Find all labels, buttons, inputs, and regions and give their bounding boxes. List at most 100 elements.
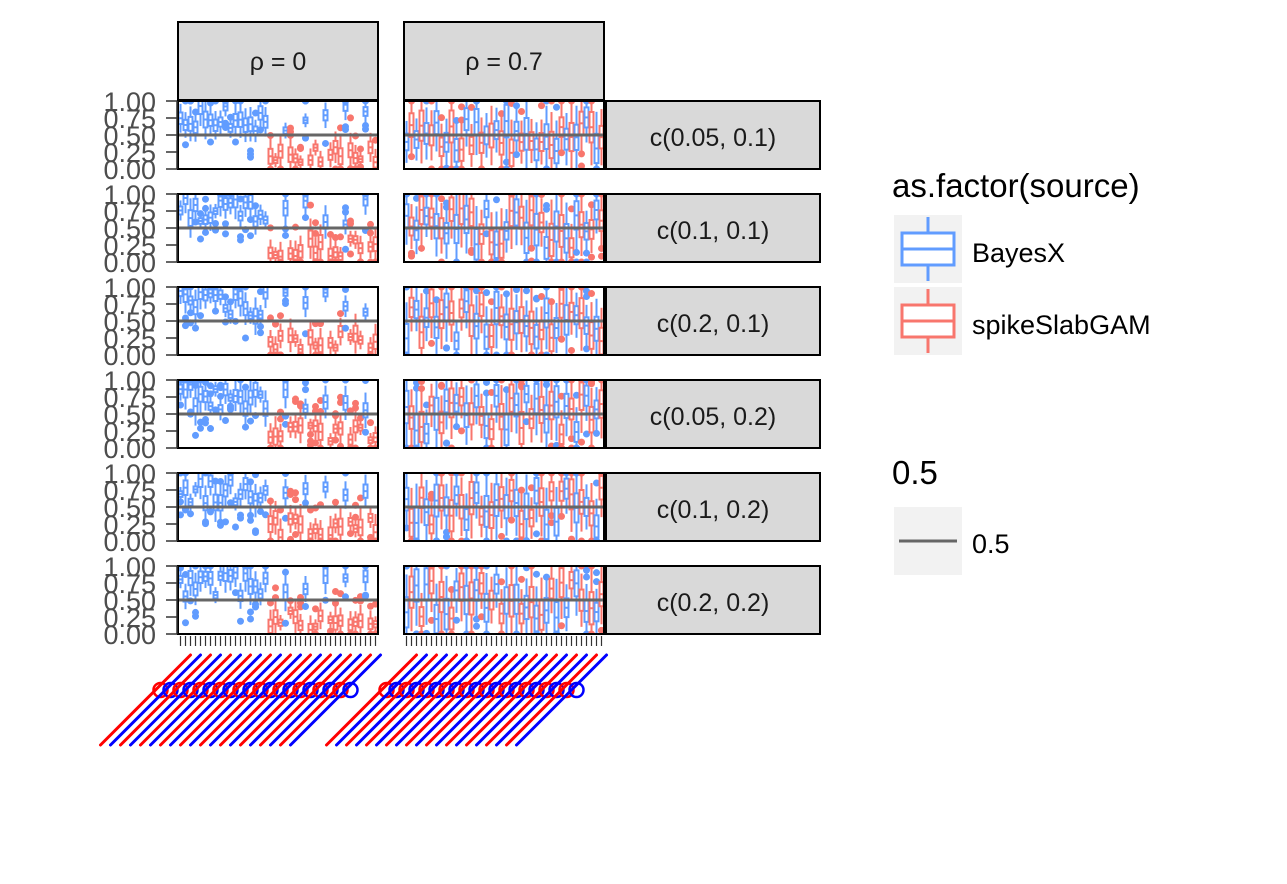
y-tick-label: 0.00 — [103, 155, 156, 185]
outlier-point — [302, 330, 309, 338]
outlier-point — [583, 345, 590, 353]
box-bayesx — [257, 386, 264, 403]
y-tick-label: 0.50 — [103, 586, 156, 616]
outlier-point — [317, 397, 324, 405]
y-axis-row-5: 0.000.250.500.751.00 — [103, 552, 178, 650]
box-spikeslabgam — [528, 484, 535, 539]
box-spikeslabgam — [317, 150, 324, 169]
outlier-point — [252, 600, 259, 608]
outlier-point — [428, 616, 435, 624]
x-tick-label-glyph — [99, 653, 192, 747]
box-bayesx — [433, 194, 440, 257]
outlier-point — [404, 524, 410, 532]
outlier-point — [207, 101, 214, 107]
box-bayesx — [197, 101, 204, 127]
outlier-point — [232, 523, 239, 531]
outlier-point — [493, 196, 500, 204]
y-tick-label: 0.25 — [103, 510, 156, 540]
legend-key-bayesx — [900, 217, 956, 281]
outlier-point — [528, 484, 535, 492]
panel-border — [177, 193, 379, 263]
outlier-point — [367, 229, 374, 237]
box-bayesx — [473, 287, 480, 355]
facet-row-label-5: c(0.2, 0.2) — [657, 589, 770, 617]
box-bayesx — [362, 566, 369, 600]
box-spikeslabgam — [498, 287, 505, 339]
box-spikeslabgam — [468, 194, 475, 257]
panel-r2-c1 — [403, 286, 605, 356]
box-spikeslabgam — [518, 108, 525, 164]
box-bayesx — [237, 195, 244, 244]
outlier-point — [438, 381, 445, 389]
box-bayesx — [222, 380, 229, 424]
box-bayesx — [257, 288, 264, 337]
box-bayesx — [362, 303, 369, 321]
y-tick-label: 1.00 — [103, 87, 156, 117]
outlier-point — [483, 380, 490, 386]
box-spikeslabgam — [558, 566, 565, 630]
outlier-point — [423, 401, 430, 409]
box-bayesx — [212, 381, 219, 414]
outlier-point — [362, 121, 369, 129]
outlier-point — [222, 220, 229, 228]
box-bayesx — [257, 101, 264, 134]
outlier-point — [247, 615, 254, 623]
outlier-point — [282, 420, 289, 428]
box-bayesx — [202, 473, 209, 528]
outlier-point — [362, 591, 369, 599]
box-spikeslabgam — [352, 230, 359, 249]
outlier-point — [598, 244, 604, 252]
box-bayesx — [182, 571, 189, 627]
box-bayesx — [523, 566, 530, 634]
outlier-point — [247, 516, 254, 524]
box-spikeslabgam — [488, 389, 495, 448]
box-spikeslabgam — [488, 298, 495, 355]
outlier-point — [207, 390, 214, 398]
box-bayesx — [342, 204, 349, 253]
box-bayesx — [523, 380, 530, 426]
box-spikeslabgam — [518, 575, 525, 634]
box-bayesx — [583, 566, 590, 634]
outlier-point — [282, 568, 289, 576]
outlier-point — [533, 570, 540, 578]
y-tick-label: 0.75 — [103, 104, 156, 134]
box-bayesx — [483, 194, 490, 238]
y-tick-label: 0.25 — [103, 417, 156, 447]
outlier-point — [242, 423, 249, 431]
outlier-point — [212, 307, 219, 315]
y-tick-label: 1.00 — [103, 459, 156, 489]
outlier-point — [458, 427, 465, 435]
x-tick-label-glyph — [365, 653, 458, 747]
box-bayesx — [583, 287, 590, 353]
outlier-point — [312, 605, 319, 613]
outlier-point — [277, 312, 284, 320]
outlier-point — [513, 151, 520, 159]
facet-strip-row-1: c(0.1, 0.1) — [605, 193, 821, 263]
box-bayesx — [222, 293, 229, 326]
box-bayesx — [237, 482, 244, 522]
outlier-point — [282, 231, 289, 239]
outlier-point — [578, 162, 585, 169]
y-tick-label: 1.00 — [103, 552, 156, 582]
x-tick-label-glyph — [159, 653, 252, 747]
outlier-point — [178, 498, 184, 506]
outlier-point — [548, 512, 555, 520]
outlier-point — [568, 205, 575, 213]
box-spikeslabgam — [312, 139, 319, 156]
outlier-point — [197, 424, 204, 432]
outlier-point — [443, 439, 450, 447]
outlier-point — [352, 404, 359, 412]
outlier-point — [408, 249, 415, 257]
outlier-point — [302, 499, 309, 507]
outlier-point — [593, 429, 600, 437]
outlier-point — [548, 298, 555, 306]
outlier-point — [518, 486, 525, 494]
box-bayesx — [192, 482, 199, 497]
y-tick-label: 0.75 — [103, 476, 156, 506]
outlier-point — [438, 114, 445, 122]
outlier-point — [593, 578, 600, 586]
outlier-point — [342, 123, 349, 131]
outlier-point — [227, 402, 234, 410]
outlier-point — [588, 201, 595, 209]
outlier-point — [222, 518, 229, 526]
